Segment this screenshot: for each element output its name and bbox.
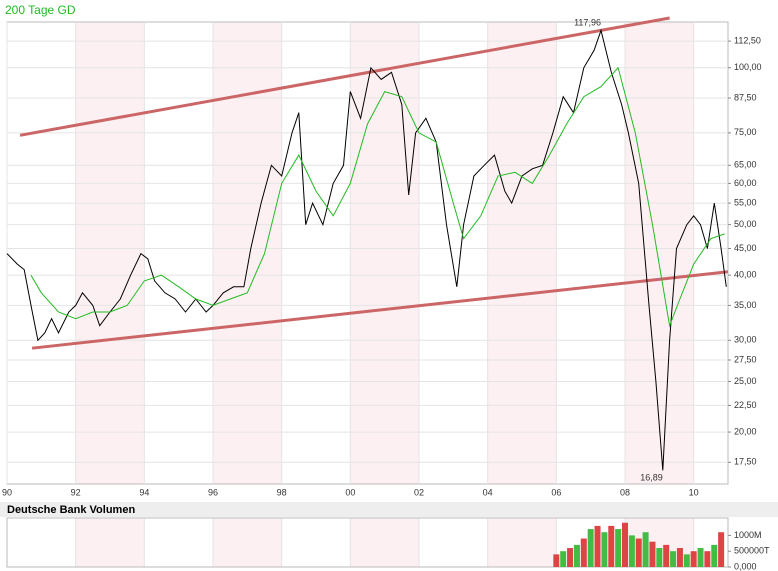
volume-bar [608, 525, 615, 567]
x-tick-label: 94 [139, 487, 149, 497]
trendline [19, 16, 670, 137]
y-tick-label: 17,50 [734, 457, 757, 467]
y-tick-label: 40,00 [734, 270, 757, 280]
shade-band [350, 518, 419, 567]
value-label: 117,96 [574, 18, 601, 28]
x-tick-label: 10 [689, 487, 699, 497]
volume-bar [676, 548, 683, 567]
volume-bar [656, 548, 663, 567]
y-tick-label: 27,50 [734, 354, 757, 364]
x-tick-label: 92 [71, 487, 81, 497]
volume-bar [704, 551, 711, 567]
volume-bar [622, 522, 628, 567]
y-tick-label: 60,00 [734, 178, 757, 188]
y-tick-label: 22,50 [734, 400, 757, 410]
trendline [31, 270, 729, 350]
y-tick-label: 65,00 [734, 160, 757, 170]
volume-bar [642, 532, 649, 567]
y-tick-label: 20,00 [734, 426, 757, 436]
y-tick-label: 45,00 [734, 243, 757, 253]
x-tick-label: 96 [208, 487, 218, 497]
legend-entry: 200 Tage GD [5, 3, 76, 17]
shade-band [75, 22, 145, 484]
x-tick-label: 02 [414, 487, 424, 497]
volume-bar [580, 538, 587, 567]
price-line [30, 66, 725, 328]
plot-frame [6, 517, 729, 568]
price-line [6, 28, 727, 471]
y-tick-label: 500000T [734, 546, 770, 556]
volume-bar [649, 541, 656, 567]
shade-band [487, 518, 557, 567]
volume-bar [718, 532, 725, 567]
x-tick-label: 98 [277, 487, 287, 497]
y-tick-label: 112,50 [734, 35, 761, 45]
volume-bar [690, 551, 697, 567]
y-tick-label: 87,50 [734, 92, 757, 102]
volume-bar [628, 535, 635, 567]
y-tick-label: 25,00 [734, 376, 757, 386]
volume-bar [567, 548, 574, 567]
volume-bar [573, 544, 580, 567]
volume-bar [670, 551, 677, 567]
volume-bar [601, 532, 608, 567]
volume-bar [594, 525, 601, 567]
volume-bar [587, 529, 594, 567]
shade-band [75, 518, 145, 567]
value-label: 16,89 [640, 473, 663, 483]
shade-band [487, 22, 557, 484]
volume-bar [697, 548, 704, 567]
x-tick-label: 04 [483, 487, 493, 497]
volume-bar [615, 529, 622, 567]
shade-band [213, 518, 282, 567]
y-tick-label: 55,00 [734, 197, 757, 207]
y-tick-label: 100,00 [734, 62, 762, 72]
volume-bar [711, 544, 718, 567]
y-tick-label: 1000M [734, 530, 762, 540]
volume-bar [663, 544, 670, 567]
shade-band [625, 22, 694, 484]
volume-title: Deutsche Bank Volumen [7, 504, 135, 516]
y-tick-label: 30,00 [734, 335, 757, 345]
y-tick-label: 35,00 [734, 300, 757, 310]
x-tick-label: 06 [551, 487, 561, 497]
y-tick-label: 75,00 [734, 127, 757, 137]
volume-bar [683, 554, 690, 567]
volume-bar [560, 551, 567, 567]
y-tick-label: 0,000 [734, 561, 757, 571]
panel-header [0, 502, 778, 517]
x-tick-label: 90 [2, 487, 12, 497]
shade-band [350, 22, 419, 484]
x-tick-label: 08 [620, 487, 630, 497]
volume-bar [635, 538, 642, 567]
volume-bar [553, 554, 560, 567]
x-tick-label: 00 [345, 487, 355, 497]
y-tick-label: 50,00 [734, 219, 757, 229]
